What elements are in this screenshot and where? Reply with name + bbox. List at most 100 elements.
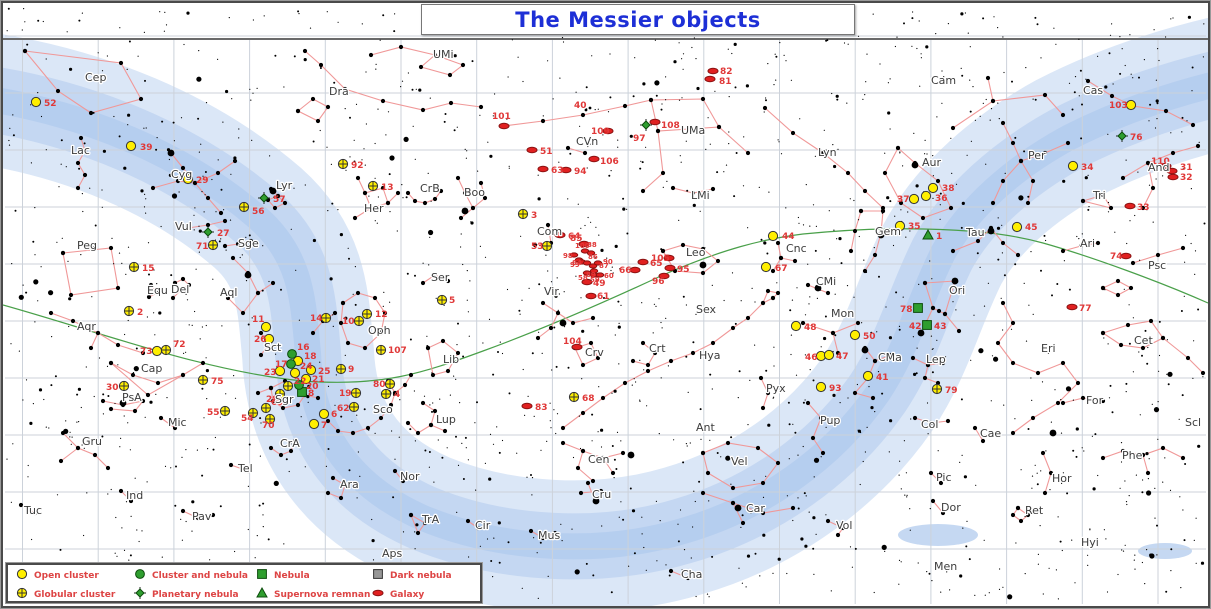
messier-label-m49: 49 (593, 279, 606, 289)
messier-marker-m13 (367, 180, 379, 192)
messier-marker-m22 (282, 380, 294, 392)
messier-marker-m11 (260, 321, 272, 333)
messier-label-m63: 63 (551, 166, 564, 176)
messier-marker-m56 (238, 201, 250, 213)
constellation-label-Dor: Dor (941, 501, 961, 514)
messier-label-m76: 76 (1130, 133, 1143, 143)
legend-label: Dark nebula (390, 570, 452, 581)
messier-label-m15: 15 (142, 264, 155, 274)
messier-marker-m15 (128, 261, 140, 273)
messier-label-m86: 86 (588, 253, 598, 261)
messier-label-m54: 54 (241, 414, 254, 424)
messier-marker-m10 (353, 315, 365, 327)
constellation-label-Hyi: Hyi (1081, 536, 1099, 549)
constellation-label-Mon: Mon (831, 307, 854, 320)
galaxy-icon (370, 585, 386, 604)
messier-marker-m92 (337, 158, 349, 170)
messier-label-m65: 65 (650, 259, 663, 269)
messier-label-m87: 87 (599, 262, 609, 270)
messier-label-m30: 30 (106, 383, 119, 393)
messier-label-m7: 7 (321, 421, 327, 431)
legend-item-open-cluster: Open cluster (14, 566, 132, 585)
messier-label-m16: 16 (297, 343, 310, 353)
messier-marker-m28 (274, 388, 286, 400)
legend-item-planetary-nebula: Planetary nebula (132, 585, 254, 604)
open-cluster-icon (14, 566, 30, 585)
messier-marker-m86 (582, 260, 592, 266)
constellation-label-Cir: Cir (475, 519, 491, 532)
constellation-label-Cnc: Cnc (786, 242, 807, 255)
messier-marker-m47 (823, 349, 835, 361)
messier-marker-m62 (348, 401, 360, 413)
constellation-label-CrB: CrB (420, 182, 440, 195)
messier-marker-m53 (541, 240, 553, 252)
constellation-label-Dra: Dra (329, 85, 349, 98)
messier-marker-m41 (862, 370, 874, 382)
messier-label-m20: 20 (306, 382, 319, 392)
messier-marker-m26 (263, 333, 275, 345)
messier-marker-m97 (640, 119, 652, 131)
messier-marker-m40 (584, 106, 592, 112)
messier-marker-m81 (704, 75, 716, 83)
messier-label-m29: 29 (196, 176, 209, 186)
messier-marker-m78 (913, 303, 923, 313)
constellation-label-Men: Men (934, 560, 957, 573)
constellation-label-Cam: Cam (931, 74, 956, 87)
messier-label-m83: 83 (535, 403, 548, 413)
constellation-label-UMa: UMa (681, 124, 705, 137)
messier-label-m56: 56 (252, 207, 265, 217)
messier-marker-m1 (922, 228, 934, 240)
sky-map-canvas: 5239295756277115272733075555469702228820… (3, 7, 1208, 606)
legend-label: Galaxy (390, 589, 425, 600)
constellation-label-Cet: Cet (1134, 334, 1153, 347)
messier-marker-m3 (517, 208, 529, 220)
planetary-nebula-icon (132, 585, 148, 604)
messier-marker-m85 (578, 240, 590, 248)
constellation-label-Crv: Crv (585, 346, 604, 359)
messier-marker-m63 (537, 165, 549, 173)
constellation-labels: Cep Cam Cas UMi Dra Lac Cyg Lyr Per And Tri Aur Lyn U… (22, 47, 1203, 583)
constellation-label-Sge: Sge (238, 237, 259, 250)
messier-marker-m12 (361, 308, 373, 320)
messier-marker-m51 (526, 146, 538, 154)
messier-marker-m16 (287, 349, 297, 359)
constellation-label-Cha: Cha (681, 568, 702, 581)
constellation-label-Peg: Peg (77, 239, 97, 252)
legend-item-dark-nebula: Dark nebula (370, 566, 482, 585)
constellation-label-Pav: Pav (192, 510, 212, 523)
constellation-label-Sco: Sco (373, 403, 393, 416)
messier-marker-m6 (318, 408, 330, 420)
messier-label-m11: 11 (252, 315, 265, 325)
cluster-and-nebula-icon (132, 566, 148, 585)
messier-label-m17: 17 (275, 360, 288, 370)
messier-label-m38: 38 (942, 184, 955, 194)
globular-cluster-icon (14, 585, 30, 604)
dark-nebula-icon (370, 566, 386, 585)
messier-label-m67: 67 (775, 264, 788, 274)
page-title: The Messier objects (515, 7, 761, 32)
messier-marker-m7 (308, 418, 320, 430)
messier-label-m84: 84 (572, 259, 582, 267)
constellation-label-Vir: Vir (544, 285, 559, 298)
messier-marker-m77 (1066, 303, 1078, 311)
messier-label-m37: 37 (897, 195, 910, 205)
messier-marker-m20 (294, 380, 304, 390)
messier-marker-m70 (264, 413, 276, 425)
messier-label-m43: 43 (934, 322, 947, 332)
messier-labels: 5239295756277115272733075555469702228820… (44, 67, 1193, 431)
messier-label-m70: 70 (262, 421, 275, 431)
constellation-label-Ara: Ara (340, 478, 359, 491)
messier-label-m23: 23 (264, 368, 277, 378)
messier-marker-m39 (125, 140, 137, 152)
constellation-label-Aur: Aur (922, 156, 941, 169)
messier-label-m66: 66 (619, 266, 632, 276)
nebula-icon (254, 566, 270, 585)
messier-label-m53: 53 (531, 242, 544, 252)
messier-marker-m36 (920, 190, 932, 202)
messier-label-m22: 22 (294, 377, 307, 387)
constellation-label-Ori: Ori (949, 284, 965, 297)
messier-marker-m5 (436, 294, 448, 306)
messier-label-m42: 42 (909, 322, 922, 332)
messier-label-m90: 90 (603, 258, 613, 266)
messier-label-m41: 41 (876, 373, 889, 383)
